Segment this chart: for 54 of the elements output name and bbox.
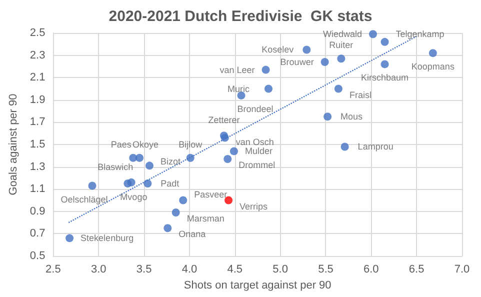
- annotation: Koselev: [262, 44, 294, 55]
- chart-title: 2020-2021 Dutch Eredivisie GK stats: [108, 8, 372, 25]
- annotation: Blaswich: [98, 162, 134, 172]
- y-tick-label: 1.3: [30, 160, 46, 173]
- x-tick-label: 3.0: [90, 264, 106, 276]
- x-tick-label: 4.0: [182, 264, 198, 276]
- annotation: Fraisl: [349, 90, 372, 100]
- annotation: Okoye: [132, 139, 159, 150]
- x-tick-label: 6.0: [364, 264, 379, 276]
- y-tick-label: 2.1: [30, 72, 46, 84]
- annotation: Ruiter: [329, 40, 354, 50]
- annotation: Onana: [178, 229, 206, 240]
- x-tick-label: 7.0: [454, 264, 470, 276]
- annotation: Verrips: [240, 201, 268, 212]
- annotation: Drommel: [238, 160, 276, 170]
- y-tick-label: 0.5: [30, 250, 46, 262]
- annotation: Brondeel: [237, 104, 274, 114]
- x-tick-label: 6.5: [408, 264, 424, 276]
- annotation: Mulder: [244, 146, 272, 156]
- annotation: Brouwer: [280, 56, 314, 67]
- y-tick-label: 0.9: [30, 205, 46, 218]
- y-tick-label: 2.5: [30, 27, 46, 39]
- x-tick-label: 2.5: [46, 264, 61, 276]
- annotation: Mous: [340, 112, 364, 122]
- y-tick-label: 1.7: [30, 116, 46, 128]
- annotation: van Osch: [236, 136, 274, 147]
- x-tick-label: 4.5: [227, 264, 243, 276]
- x-axis-title: Shots on target against per 90: [184, 279, 332, 292]
- annotation: Telgenkamp: [396, 28, 444, 39]
- y-tick-label: 0.7: [30, 228, 46, 240]
- annotation: Bijlow: [178, 139, 203, 150]
- annotation: Muric: [227, 84, 250, 94]
- y-tick-label: 1.9: [30, 94, 46, 106]
- annotation: Lamprou: [358, 142, 394, 152]
- y-tick-label: 2.3: [30, 49, 46, 62]
- x-tick-label: 5.5: [318, 264, 334, 276]
- y-tick-label: 1.1: [30, 183, 46, 196]
- annotation: Stekelenburg: [80, 233, 134, 244]
- annotation: Paes: [110, 139, 132, 150]
- x-tick-label: 3.5: [136, 264, 152, 276]
- annotation: Padt: [160, 178, 180, 189]
- annotation: Oelschlägel: [60, 194, 108, 204]
- annotation: Marsman: [186, 214, 224, 224]
- annotation: Pasveer: [194, 189, 228, 200]
- annotation: Zetterer: [208, 115, 240, 126]
- y-tick-label: 1.5: [30, 138, 46, 150]
- annotation: Wiedwald: [322, 29, 362, 40]
- x-tick-label: 5.0: [272, 264, 288, 276]
- annotation: Koopmans: [411, 62, 455, 72]
- y-axis-title: Goals against per 90: [8, 94, 20, 196]
- annotation: Kirschbaum: [361, 72, 409, 83]
- annotation: van Leer: [220, 64, 255, 75]
- annotation: Bizot: [160, 156, 181, 167]
- annotation: Mvogo: [120, 192, 148, 202]
